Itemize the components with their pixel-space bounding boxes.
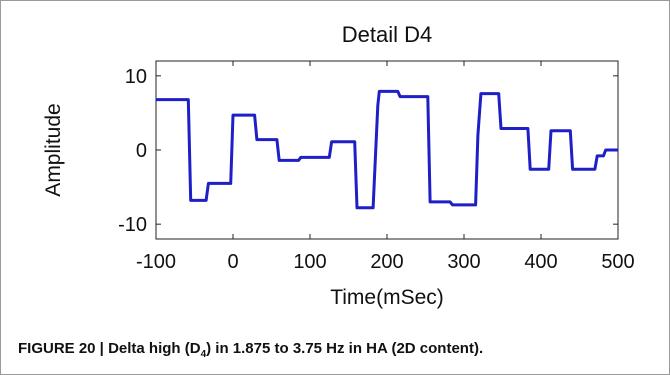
x-tick-label: 200: [370, 251, 403, 273]
caption-text-start: Delta high (D: [108, 340, 201, 357]
caption-text-end: ) in 1.875 to 3.75 Hz in HA (2D content)…: [206, 340, 484, 357]
x-tick-label: 0: [227, 251, 238, 273]
y-tick-label: 10: [125, 66, 147, 88]
y-tick-label: 0: [136, 140, 147, 162]
y-tick-label: -10: [118, 214, 147, 236]
series-line-d4: [156, 89, 618, 210]
x-tick-label: 300: [447, 251, 480, 273]
y-axis-label: Amplitude: [42, 103, 65, 196]
x-tick-label: 100: [293, 251, 326, 273]
x-axis-label: Time(mSec): [330, 286, 444, 309]
x-tick-label: 500: [601, 251, 634, 273]
caption-label: FIGURE 20 |: [18, 340, 109, 357]
x-tick-label: -100: [136, 251, 176, 273]
caption-subscript: 4: [200, 349, 207, 360]
chart-title: Detail D4: [342, 22, 432, 47]
figure-caption: FIGURE 20 | Delta high (D4) in 1.875 to …: [18, 340, 658, 360]
x-tick-label: 400: [524, 251, 557, 273]
